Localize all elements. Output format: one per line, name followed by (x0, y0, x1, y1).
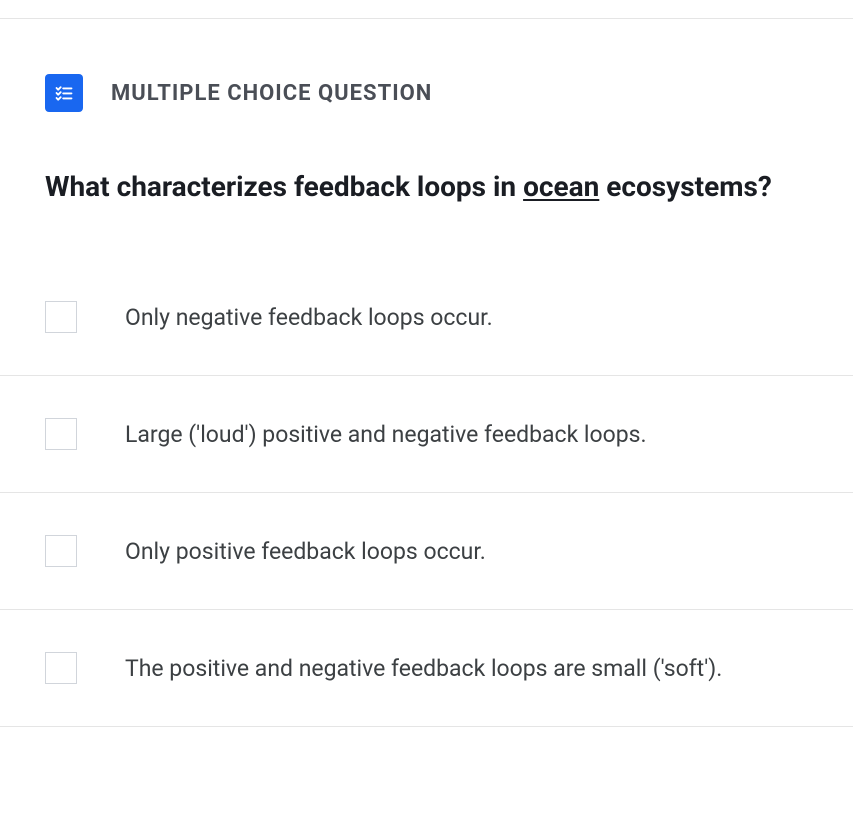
question-text-before: What characterizes feedback loops in (45, 170, 523, 203)
options-list: Only negative feedback loops occur. Larg… (0, 301, 853, 727)
option-text: Large ('loud') positive and negative fee… (125, 421, 647, 448)
option-row[interactable]: Only negative feedback loops occur. (0, 301, 853, 376)
question-underlined-word: ocean (523, 170, 599, 203)
option-checkbox[interactable] (45, 418, 77, 450)
question-header: MULTIPLE CHOICE QUESTION (0, 19, 853, 112)
option-row[interactable]: Large ('loud') positive and negative fee… (0, 376, 853, 493)
option-text: Only negative feedback loops occur. (125, 304, 493, 331)
option-row[interactable]: Only positive feedback loops occur. (0, 493, 853, 610)
option-checkbox[interactable] (45, 301, 77, 333)
list-check-icon (54, 83, 74, 103)
option-checkbox[interactable] (45, 535, 77, 567)
question-text-after: ecosystems? (599, 170, 772, 203)
question-type-label: MULTIPLE CHOICE QUESTION (111, 81, 432, 106)
option-text: Only positive feedback loops occur. (125, 538, 486, 565)
question-text: What characterizes feedback loops in oce… (0, 112, 853, 206)
option-row[interactable]: The positive and negative feedback loops… (0, 610, 853, 727)
option-checkbox[interactable] (45, 652, 77, 684)
question-container: MULTIPLE CHOICE QUESTION What characteri… (0, 18, 853, 727)
option-text: The positive and negative feedback loops… (125, 655, 722, 682)
question-type-icon-box (45, 74, 83, 112)
